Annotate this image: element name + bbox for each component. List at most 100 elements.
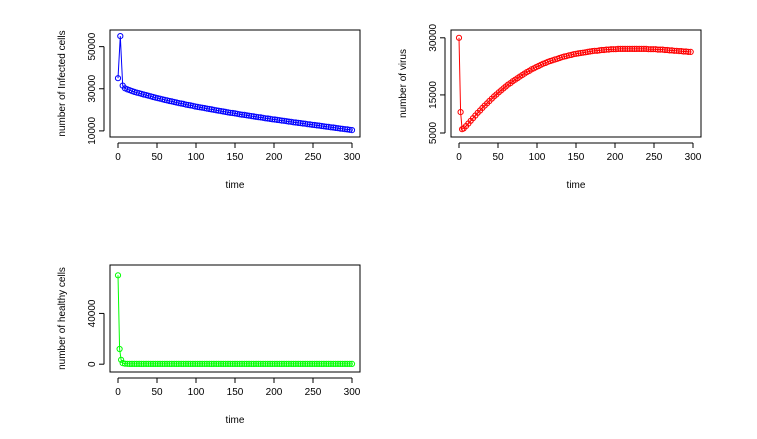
data-point <box>638 45 645 53</box>
data-point <box>594 47 601 54</box>
data-point <box>316 360 323 367</box>
data-point <box>311 360 318 367</box>
data-point <box>619 45 626 53</box>
data-point <box>281 360 288 367</box>
data-point <box>276 360 283 367</box>
data-point <box>302 360 309 367</box>
x-tick-label: 50 <box>151 387 163 398</box>
data-point <box>323 360 330 367</box>
data-point <box>664 46 671 54</box>
data-point <box>217 360 225 367</box>
data-point <box>288 360 295 367</box>
data-point <box>334 125 342 132</box>
data-point <box>116 345 123 353</box>
x-tick-label: 50 <box>492 152 504 163</box>
data-point <box>182 360 189 367</box>
data-point <box>647 46 655 53</box>
data-point <box>217 108 225 115</box>
data-point <box>626 45 633 53</box>
x-tick-label: 0 <box>115 387 121 398</box>
data-point <box>622 45 629 53</box>
data-point <box>241 111 248 119</box>
data-point <box>332 360 339 367</box>
x-tick-label: 150 <box>568 152 585 163</box>
data-point <box>124 360 131 367</box>
data-point <box>605 46 612 53</box>
data-point <box>652 46 659 53</box>
data-point <box>114 75 122 82</box>
data-point <box>633 45 640 53</box>
data-point <box>299 360 306 367</box>
y-axis-label: number of Infected cells <box>57 30 68 136</box>
data-point <box>267 360 274 367</box>
x-tick-label: 150 <box>227 387 244 398</box>
data-point <box>136 360 143 367</box>
x-tick-label: 50 <box>151 152 163 163</box>
y-tick-label: 0 <box>87 361 98 367</box>
data-point <box>346 126 353 133</box>
data-point <box>229 360 236 367</box>
data-point <box>264 360 271 367</box>
data-point <box>348 360 356 367</box>
x-axis-label: time <box>567 180 586 191</box>
data-point <box>311 121 318 129</box>
data-point <box>299 120 306 127</box>
data-point <box>631 45 638 53</box>
data-point <box>687 48 694 56</box>
x-tick-label: 0 <box>456 152 462 163</box>
x-tick-label: 200 <box>266 152 283 163</box>
data-point <box>194 103 201 111</box>
x-axis-label: time <box>226 180 245 191</box>
y-tick-label: 30000 <box>87 74 98 102</box>
plot-frame <box>109 29 361 138</box>
data-point <box>126 360 133 367</box>
data-point <box>455 34 463 41</box>
data-point <box>229 109 236 117</box>
data-point <box>457 109 464 116</box>
y-tick-label: 5000 <box>428 121 439 144</box>
data-point <box>260 360 267 367</box>
x-tick-label: 250 <box>305 387 322 398</box>
data-point <box>206 105 213 113</box>
data-point <box>253 113 260 120</box>
data-point <box>253 360 260 367</box>
chart-healthy: 0 50 100 150 200 250 300 0 40000 time number of he… <box>57 264 361 426</box>
data-point <box>147 360 154 367</box>
data-point <box>334 360 342 367</box>
data-point <box>636 45 643 53</box>
series-line <box>117 275 352 365</box>
data-point <box>615 45 622 53</box>
data-point <box>339 360 346 367</box>
data-point <box>206 360 213 367</box>
x-tick-label: 300 <box>344 152 361 163</box>
data-point <box>159 360 166 367</box>
data-point <box>295 360 302 367</box>
data-point <box>241 360 248 367</box>
data-point <box>582 49 589 56</box>
data-point <box>288 118 295 125</box>
x-tick-label: 200 <box>607 152 624 163</box>
data-point <box>118 356 125 363</box>
data-point <box>257 360 264 367</box>
x-tick-label: 250 <box>305 152 322 163</box>
x-tick-label: 200 <box>266 387 283 398</box>
data-point <box>318 360 325 367</box>
x-tick-label: 100 <box>529 152 546 163</box>
data-point <box>608 46 615 53</box>
data-point <box>274 360 281 367</box>
y-axis-label: number of virus <box>398 49 409 118</box>
data-point <box>654 46 662 53</box>
chart-infected: 0 50 100 150 200 250 300 10000 30000 50000 time num… <box>57 29 361 191</box>
x-tick-label: 150 <box>227 152 244 163</box>
y-tick-label: 40000 <box>87 299 98 327</box>
data-point <box>617 45 624 53</box>
data-point <box>629 45 636 53</box>
x-tick-label: 300 <box>685 152 702 163</box>
y-tick-label: 10000 <box>87 117 98 145</box>
x-tick-label: 0 <box>115 152 121 163</box>
plot-frame <box>109 264 361 373</box>
x-tick-label: 100 <box>188 152 205 163</box>
x-tick-label: 250 <box>646 152 663 163</box>
x-tick-label: 300 <box>344 387 361 398</box>
